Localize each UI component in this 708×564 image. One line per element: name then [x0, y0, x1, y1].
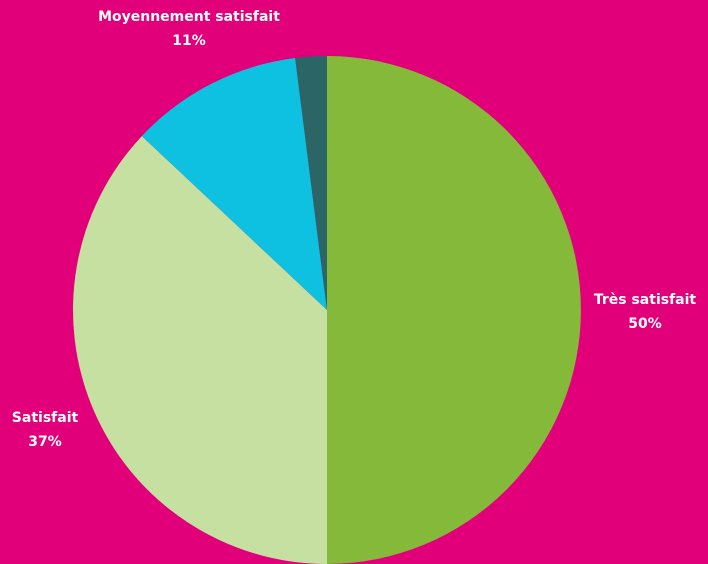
pie-slice [73, 136, 327, 564]
pie-slice [327, 56, 581, 564]
pie-slice [141, 58, 327, 310]
slice-label: Satisfait [12, 410, 79, 426]
pie-slice [295, 56, 327, 310]
slice-label: Très satisfait [594, 292, 697, 308]
slice-value-label: 11% [172, 33, 206, 49]
slice-label: Moyennement satisfait [98, 9, 280, 25]
slice-value-label: 37% [28, 434, 62, 450]
slice-value-label: 50% [628, 316, 662, 332]
